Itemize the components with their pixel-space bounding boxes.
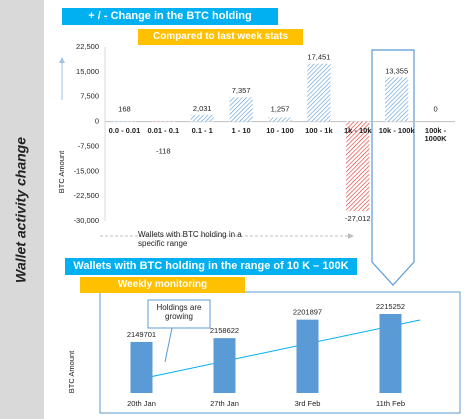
value-label: 7,357 xyxy=(232,86,251,95)
bar xyxy=(346,121,370,212)
value-label: 2201897 xyxy=(293,308,322,317)
x-tick-label: 0.1 - 1 xyxy=(191,125,213,135)
value-label: 0 xyxy=(433,105,437,114)
bar xyxy=(385,77,409,122)
bar xyxy=(307,63,331,122)
value-label: 13,355 xyxy=(385,66,408,75)
side-strip xyxy=(0,0,44,419)
up-arrow-head xyxy=(59,57,65,63)
x-tick-label: 1 - 10 xyxy=(231,125,251,135)
bar xyxy=(268,117,292,122)
y-tick-label: 22,500 xyxy=(76,42,99,51)
x-arrow-head xyxy=(348,233,354,239)
value-label: 17,451 xyxy=(307,53,330,62)
x-tick-label: 0.0 - 0.01 xyxy=(108,125,141,135)
bar xyxy=(379,313,402,393)
y-tick-label: -15,000 xyxy=(74,166,99,175)
bar xyxy=(296,319,319,393)
bar xyxy=(112,121,137,122)
subtitle-banner: Compared to last week stats xyxy=(138,29,303,45)
annotation: Holdings are growing xyxy=(156,303,202,322)
y-tick-label: 15,000 xyxy=(76,67,99,76)
trend-line xyxy=(144,319,421,379)
value-label: 1,257 xyxy=(271,105,290,114)
x-tick-label: 0.01 - 0.1 xyxy=(147,125,180,135)
value-label: 168 xyxy=(118,105,131,114)
x-tick-label: 20th Jan xyxy=(127,399,156,408)
bar xyxy=(229,97,253,122)
x-tick-label: 1k - 10k xyxy=(344,125,372,135)
y-tick-label: -30,000 xyxy=(74,216,99,225)
value-label: 2149701 xyxy=(127,330,156,339)
y-axis-label: BTC Amount xyxy=(57,150,66,193)
y-tick-label: -7,500 xyxy=(78,141,99,150)
x-tick-label: 100 - 1k xyxy=(305,125,333,135)
bar xyxy=(213,338,236,393)
value-label: 2,031 xyxy=(193,104,212,113)
subtitle-banner: Weekly monitoring xyxy=(80,277,245,293)
y-axis-label: BTC Amount xyxy=(67,350,76,393)
x-tick-label: 100k - 1000K xyxy=(424,125,447,144)
focus-arrow xyxy=(371,49,415,286)
title-banner: + / - Change in the BTC holding xyxy=(62,8,278,25)
callout-pointer xyxy=(164,327,173,363)
y-tick-label: 7,500 xyxy=(80,92,99,101)
value-label: -118 xyxy=(156,147,170,156)
plot-frame xyxy=(99,291,461,414)
bar xyxy=(130,341,153,393)
x-tick-label: 3rd Feb xyxy=(295,399,321,408)
x-tick-label: 10k - 100k xyxy=(378,125,415,135)
callout-box xyxy=(147,299,211,329)
x-tick-label: 27th Jan xyxy=(210,399,239,408)
value-label: -27,012 xyxy=(345,214,370,223)
value-label: 2215252 xyxy=(376,302,405,311)
x-tick-label: 11th Feb xyxy=(376,399,405,408)
y-tick-label: 0 xyxy=(95,117,99,126)
y-tick-label: -22,500 xyxy=(74,191,99,200)
bar xyxy=(190,114,214,122)
x-tick-label: 10 - 100 xyxy=(266,125,294,135)
value-label: 2158622 xyxy=(210,326,239,335)
title-banner: Wallets with BTC holding in the range of… xyxy=(65,258,357,275)
side-label: Wallet activity change xyxy=(13,137,29,283)
x-axis-label: Wallets with BTC holding in a specific r… xyxy=(138,230,242,249)
